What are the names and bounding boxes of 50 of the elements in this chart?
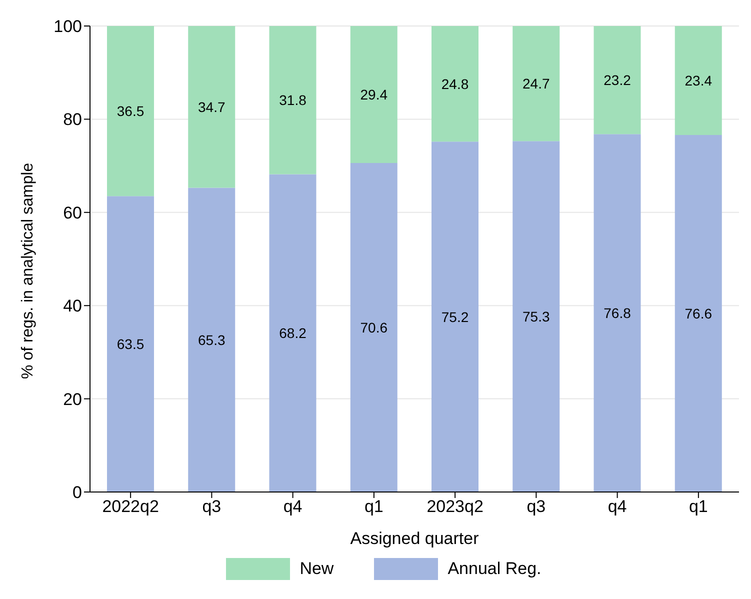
- y-tick-label: 100: [54, 17, 82, 36]
- data-label: 68.2: [279, 325, 307, 342]
- bar: [269, 174, 316, 492]
- data-label: 34.7: [198, 98, 226, 115]
- data-label: 29.4: [360, 86, 388, 102]
- data-label: 75.2: [441, 308, 469, 325]
- x-axis-title: Assigned quarter: [350, 529, 480, 548]
- y-axis-title: % of regs. in analytical sample: [20, 162, 37, 379]
- data-label: 36.5: [116, 103, 144, 120]
- x-tick-label: q3: [526, 497, 546, 516]
- x-tick-label: 2023q2: [426, 497, 484, 516]
- bar: [594, 26, 641, 134]
- data-label: 76.8: [604, 305, 632, 322]
- data-label: 75.3: [522, 308, 550, 325]
- bar: [512, 141, 560, 492]
- bar: [594, 134, 641, 492]
- y-tick-label: 0: [72, 483, 82, 502]
- x-tick-label: q1: [688, 497, 708, 516]
- bar: [107, 196, 154, 492]
- x-tick-label: 2022q2: [102, 497, 159, 516]
- data-label: 23.4: [684, 72, 712, 88]
- bar: [674, 26, 722, 136]
- bar: [432, 142, 478, 492]
- data-label: 31.8: [279, 92, 307, 108]
- bar: [350, 163, 398, 492]
- y-tick-label: 40: [63, 296, 82, 316]
- legend-label: New: [300, 559, 334, 579]
- bar: [269, 26, 316, 174]
- bar: [512, 26, 560, 142]
- x-tick-label: q4: [283, 497, 302, 516]
- x-tick-label: q3: [202, 497, 222, 516]
- data-label: 24.8: [441, 76, 469, 92]
- bar: [188, 188, 236, 492]
- data-label: 63.5: [116, 336, 144, 352]
- data-label: 70.6: [360, 319, 388, 336]
- data-label: 24.7: [522, 76, 550, 92]
- x-tick-label: q4: [608, 497, 627, 516]
- bar: [188, 26, 236, 188]
- bar: [432, 26, 478, 142]
- bar: [674, 135, 722, 492]
- data-label: 76.6: [684, 305, 712, 322]
- legend-label: Annual Reg.: [448, 559, 542, 579]
- y-tick-label: 60: [63, 203, 82, 222]
- data-label: 23.2: [604, 72, 632, 88]
- y-tick-label: 80: [63, 110, 82, 130]
- data-label: 65.3: [198, 332, 226, 348]
- bar: [107, 26, 154, 196]
- y-tick-label: 20: [63, 390, 82, 409]
- bar: [350, 26, 398, 164]
- x-tick-label: q1: [364, 497, 384, 516]
